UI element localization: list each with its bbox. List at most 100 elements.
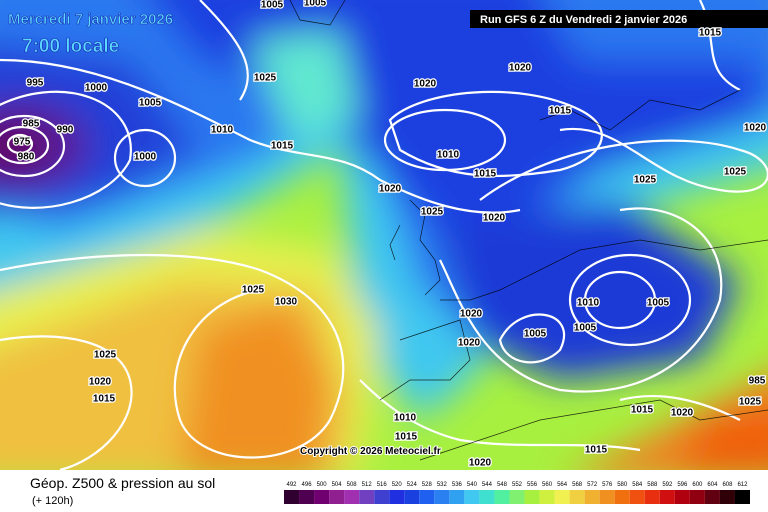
- legend-label: 512: [362, 482, 373, 488]
- isobar-labels: 1005 1005 1015 995 1000 1025 1020 1020 1005 985 99…: [12, 0, 767, 470]
- legend-swatch: [494, 490, 510, 504]
- isobar-label: 1020: [458, 338, 481, 349]
- isobar-label: 1015: [585, 445, 608, 456]
- legend-swatch: [734, 490, 750, 504]
- legend-label: 612: [737, 482, 748, 488]
- legend-label: 492: [287, 482, 298, 488]
- legend-swatch: [539, 490, 555, 504]
- isobar-label: 1025: [421, 207, 444, 218]
- isobar-label: 985: [23, 119, 40, 130]
- isobar-label: 1005: [574, 323, 597, 334]
- legend-swatch: [329, 490, 345, 504]
- legend-label: 576: [602, 482, 613, 488]
- legend-label: 496: [302, 482, 313, 488]
- legend-swatch: [449, 490, 465, 504]
- coastlines: [289, 0, 768, 461]
- legend-swatch: [419, 490, 435, 504]
- legend-swatch: [299, 490, 315, 504]
- legend-swatch: [689, 490, 705, 504]
- isobar-label: 1015: [395, 432, 418, 443]
- isobar-label: 975: [14, 137, 31, 148]
- legend-label: 528: [422, 482, 433, 488]
- isobar-label: 1020: [671, 408, 694, 419]
- legend-label: 524: [407, 482, 418, 488]
- isobar-label: 1000: [134, 152, 157, 163]
- legend-swatch: [644, 490, 660, 504]
- legend-label: 548: [497, 482, 508, 488]
- legend-label: 588: [647, 482, 658, 488]
- legend-label: 504: [332, 482, 343, 488]
- legend-label: 600: [692, 482, 703, 488]
- legend-swatch: [554, 490, 570, 504]
- legend-swatch: [614, 490, 630, 504]
- color-legend: 492 496 500 504 508 512 516 520 524 528 532 536 540 5…: [284, 482, 750, 504]
- legend-label: 516: [377, 482, 388, 488]
- isobar-label: 1015: [474, 169, 497, 180]
- isobar-label: 1020: [460, 309, 483, 320]
- legend-label: 544: [482, 482, 493, 488]
- run-info: Run GFS 6 Z du Vendredi 2 janvier 2026: [480, 14, 687, 26]
- legend-swatch: [659, 490, 675, 504]
- isobar-label: 1010: [211, 125, 234, 136]
- isobar-label: 1015: [271, 141, 294, 152]
- isobar-label: 1020: [89, 377, 112, 388]
- isobar-label: 1015: [93, 394, 116, 405]
- legend-swatch: [719, 490, 735, 504]
- map-time: 7:00 locale: [22, 36, 119, 57]
- legend-label: 500: [317, 482, 328, 488]
- legend-swatch: [434, 490, 450, 504]
- isobar-label: 1025: [634, 175, 657, 186]
- isobar-label: 1010: [577, 298, 600, 309]
- isobar-label: 1020: [414, 79, 437, 90]
- legend-label: 568: [572, 482, 583, 488]
- legend-label: 508: [347, 482, 358, 488]
- isobar-label: 1025: [94, 350, 117, 361]
- legend-label: 556: [527, 482, 538, 488]
- isobar-label: 1030: [275, 297, 298, 308]
- isobar-label: 1025: [739, 397, 762, 408]
- isobar-label: 1025: [724, 167, 747, 178]
- legend-label: 596: [677, 482, 688, 488]
- legend-swatch: [314, 490, 330, 504]
- legend-swatch: [404, 490, 420, 504]
- legend-swatch: [704, 490, 720, 504]
- isobar-label: 980: [18, 152, 35, 163]
- legend-swatch: [344, 490, 360, 504]
- legend-swatch: [359, 490, 375, 504]
- isobar-label: 1005: [524, 329, 547, 340]
- legend-label: 584: [632, 482, 643, 488]
- isobar-label: 1020: [469, 458, 492, 469]
- legend-swatch: [464, 490, 480, 504]
- isobar-label: 1025: [254, 73, 277, 84]
- isobar-label: 1020: [379, 184, 402, 195]
- legend-swatch: [569, 490, 585, 504]
- isobar-label: 1015: [549, 106, 572, 117]
- legend-swatch: [284, 490, 300, 504]
- isobar-label: 1000: [85, 83, 108, 94]
- legend-label: 532: [437, 482, 448, 488]
- legend-label: 540: [467, 482, 478, 488]
- legend-swatch: [374, 490, 390, 504]
- legend-label: 560: [542, 482, 553, 488]
- isobar-label: 1005: [139, 98, 162, 109]
- legend-label: 592: [662, 482, 673, 488]
- isobar-label: 1010: [437, 150, 460, 161]
- isobar-label: 1015: [699, 28, 722, 39]
- legend-label: 536: [452, 482, 463, 488]
- legend-swatch: [389, 490, 405, 504]
- legend-swatch: [584, 490, 600, 504]
- legend-swatch: [524, 490, 540, 504]
- field: [0, 0, 768, 470]
- footer-subtitle: (+ 120h): [32, 495, 73, 507]
- legend-swatch: [629, 490, 645, 504]
- isobar-label: 1020: [483, 213, 506, 224]
- legend-label: 580: [617, 482, 628, 488]
- isobar-label: 1015: [631, 405, 654, 416]
- legend-swatch: [599, 490, 615, 504]
- legend-label: 564: [557, 482, 568, 488]
- isobar-label: 1005: [261, 0, 284, 11]
- isobar-label: 1020: [509, 63, 532, 74]
- isobar-label: 995: [27, 78, 44, 89]
- isobar-label: 1025: [242, 285, 265, 296]
